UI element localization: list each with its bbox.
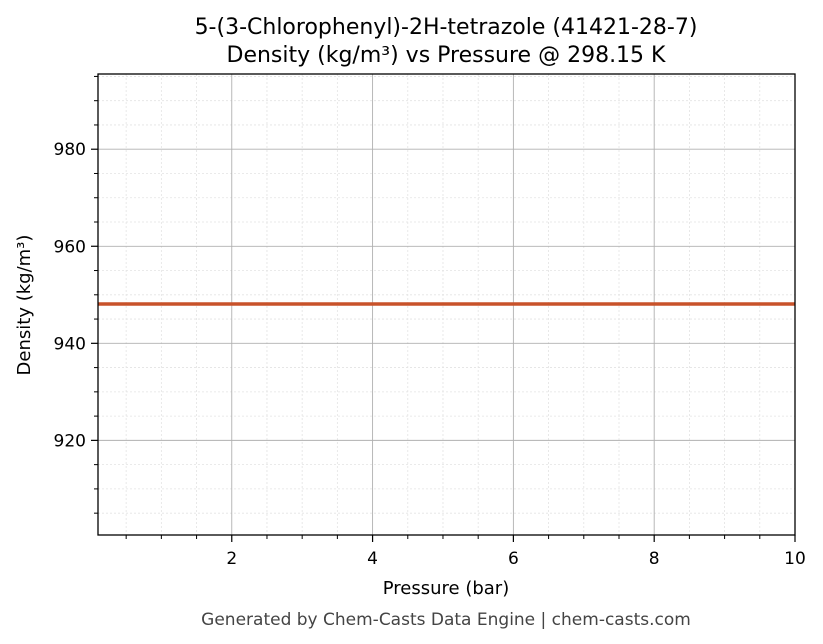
y-axis-ticks: 920 940 960 980 <box>54 75 98 514</box>
x-tick-label: 8 <box>649 549 660 569</box>
x-tick-label: 10 <box>784 549 806 569</box>
footer-credit: Generated by Chem-Casts Data Engine | ch… <box>201 610 691 630</box>
y-axis-label: Density (kg/m³) <box>14 235 35 376</box>
x-tick-label: 4 <box>367 549 378 569</box>
plot-frame <box>97 73 796 536</box>
minor-grid <box>98 74 795 535</box>
x-axis-ticks: 2 4 6 8 10 <box>125 535 806 569</box>
y-tick-label: 980 <box>54 140 86 160</box>
y-tick-label: 940 <box>54 334 86 354</box>
chart-title-line-1: 5-(3-Chlorophenyl)-2H-tetrazole (41421-2… <box>195 15 698 40</box>
x-tick-label: 2 <box>226 549 237 569</box>
chart-title-line-2: Density (kg/m³) vs Pressure @ 298.15 K <box>227 43 667 68</box>
y-tick-label: 920 <box>54 431 86 451</box>
y-tick-label: 960 <box>54 237 86 257</box>
x-tick-label: 6 <box>508 549 519 569</box>
x-axis-label: Pressure (bar) <box>383 578 509 599</box>
